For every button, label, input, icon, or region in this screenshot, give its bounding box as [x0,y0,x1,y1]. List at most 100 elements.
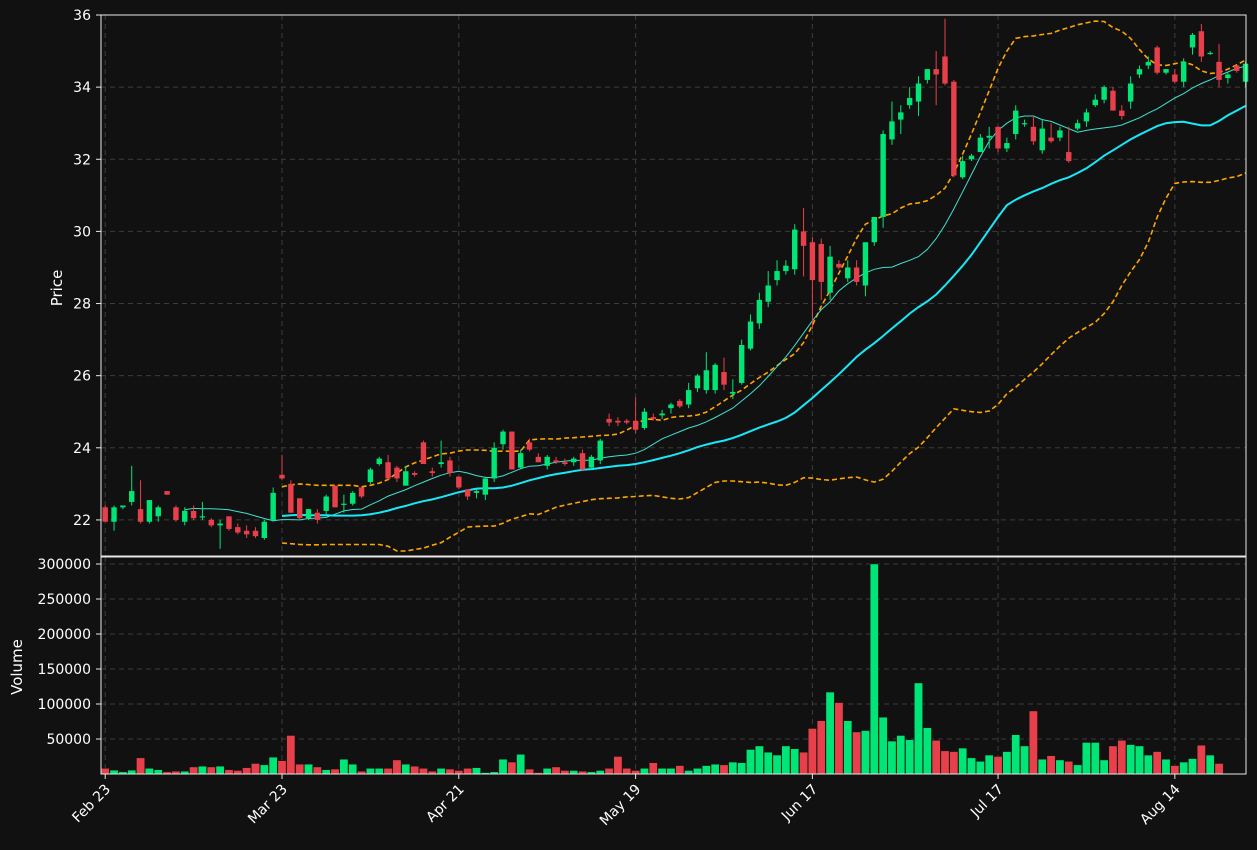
candle-body [659,413,665,416]
candle-body [1030,126,1037,142]
candle-body [403,471,409,486]
candle-body [951,81,957,176]
volume-bar [852,731,861,775]
volume-bar [1188,758,1197,775]
volume-bar [825,691,835,775]
candle-body [438,462,444,465]
price-bands [281,20,1246,552]
volume-bar [1055,759,1065,775]
price-tick-label: 26 [73,369,91,385]
candle-body [288,483,294,513]
candle-body [252,530,259,537]
candlesticks [102,18,1249,549]
candle-body [1048,137,1054,142]
volume-bar [1126,744,1135,775]
volume-bar [560,770,570,775]
volume-bar [1020,745,1029,775]
price-tick-label: 22 [73,513,91,529]
volume-bar [993,756,1003,775]
candle-body [677,400,683,407]
volume-bar [1117,740,1127,775]
volume-bar [923,727,932,775]
candle-body [1110,90,1116,111]
volume-bar [472,767,481,775]
volume-bar [808,728,817,775]
candle-body [1004,143,1010,149]
candle-body [1198,31,1205,57]
volume-bar [878,717,888,775]
candle-body [102,507,108,522]
volume-bar [799,752,808,775]
candle-body [685,390,692,405]
candle-body [208,519,214,526]
volume-bar [1170,765,1180,775]
price-tick-label: 32 [73,152,91,168]
candle-body [535,456,542,463]
candle-body [394,467,400,479]
volume-panel-frame [100,556,1247,775]
volume-bar [1064,761,1074,775]
candle-body [712,364,718,391]
candle-body [1154,47,1160,73]
volume-bar [1197,745,1206,775]
candle-body [738,345,745,383]
volume-bar [869,563,879,775]
volume-bar [940,750,950,775]
candle-body [526,442,533,450]
candle-body [199,516,206,518]
candle-body [296,498,303,519]
candle-body [182,510,188,522]
volume-bar [1029,710,1038,775]
candle-body [1101,87,1107,100]
candle-body [1163,69,1169,73]
candle-body [906,97,913,106]
volume-bar [516,754,525,775]
volume-bar [710,764,720,775]
volume-bar [445,768,455,775]
candle-body [464,489,471,497]
volume-tick-label: 50000 [46,732,91,748]
candle-body [924,69,931,80]
candle-body [836,263,842,268]
candle-body [1145,61,1152,66]
volume-bar [153,769,163,775]
volume-bar [374,768,384,775]
candle-body [146,500,153,522]
candle-body [517,453,524,468]
candle-body [650,417,656,419]
volume-bar [755,745,764,775]
candle-body [1225,74,1231,79]
volume-bar [1161,759,1171,775]
candle-body [1172,74,1178,82]
candle-body [853,267,860,282]
candle-body [765,285,771,302]
volume-bar [145,768,154,775]
candle-body [420,442,427,465]
long-moving-average-line [281,105,1247,517]
candle-body [500,431,506,445]
volume-bar [834,702,844,775]
candle-body [376,458,382,465]
volume-bar [206,766,216,775]
volume-bar [330,768,340,775]
candle-body [571,458,577,463]
volume-bar [640,768,649,775]
volume-bar [728,761,738,775]
volume-tick-label: 150000 [38,662,91,678]
volume-bar [1144,754,1153,775]
candle-body [1127,83,1134,102]
volume-bar [251,763,260,775]
volume-axis-label: Volume [8,639,26,695]
volume-bar [861,730,870,775]
candle-body [1066,152,1072,162]
volume-bar [313,766,322,775]
candle-body [968,155,975,160]
candle-body [332,485,338,508]
candle-body [880,134,886,217]
candle-body [783,265,789,272]
volume-bar [268,757,278,775]
volume-bar [1179,761,1188,775]
candle-body [553,460,559,463]
candle-body [827,256,833,293]
volume-bar [702,765,711,775]
